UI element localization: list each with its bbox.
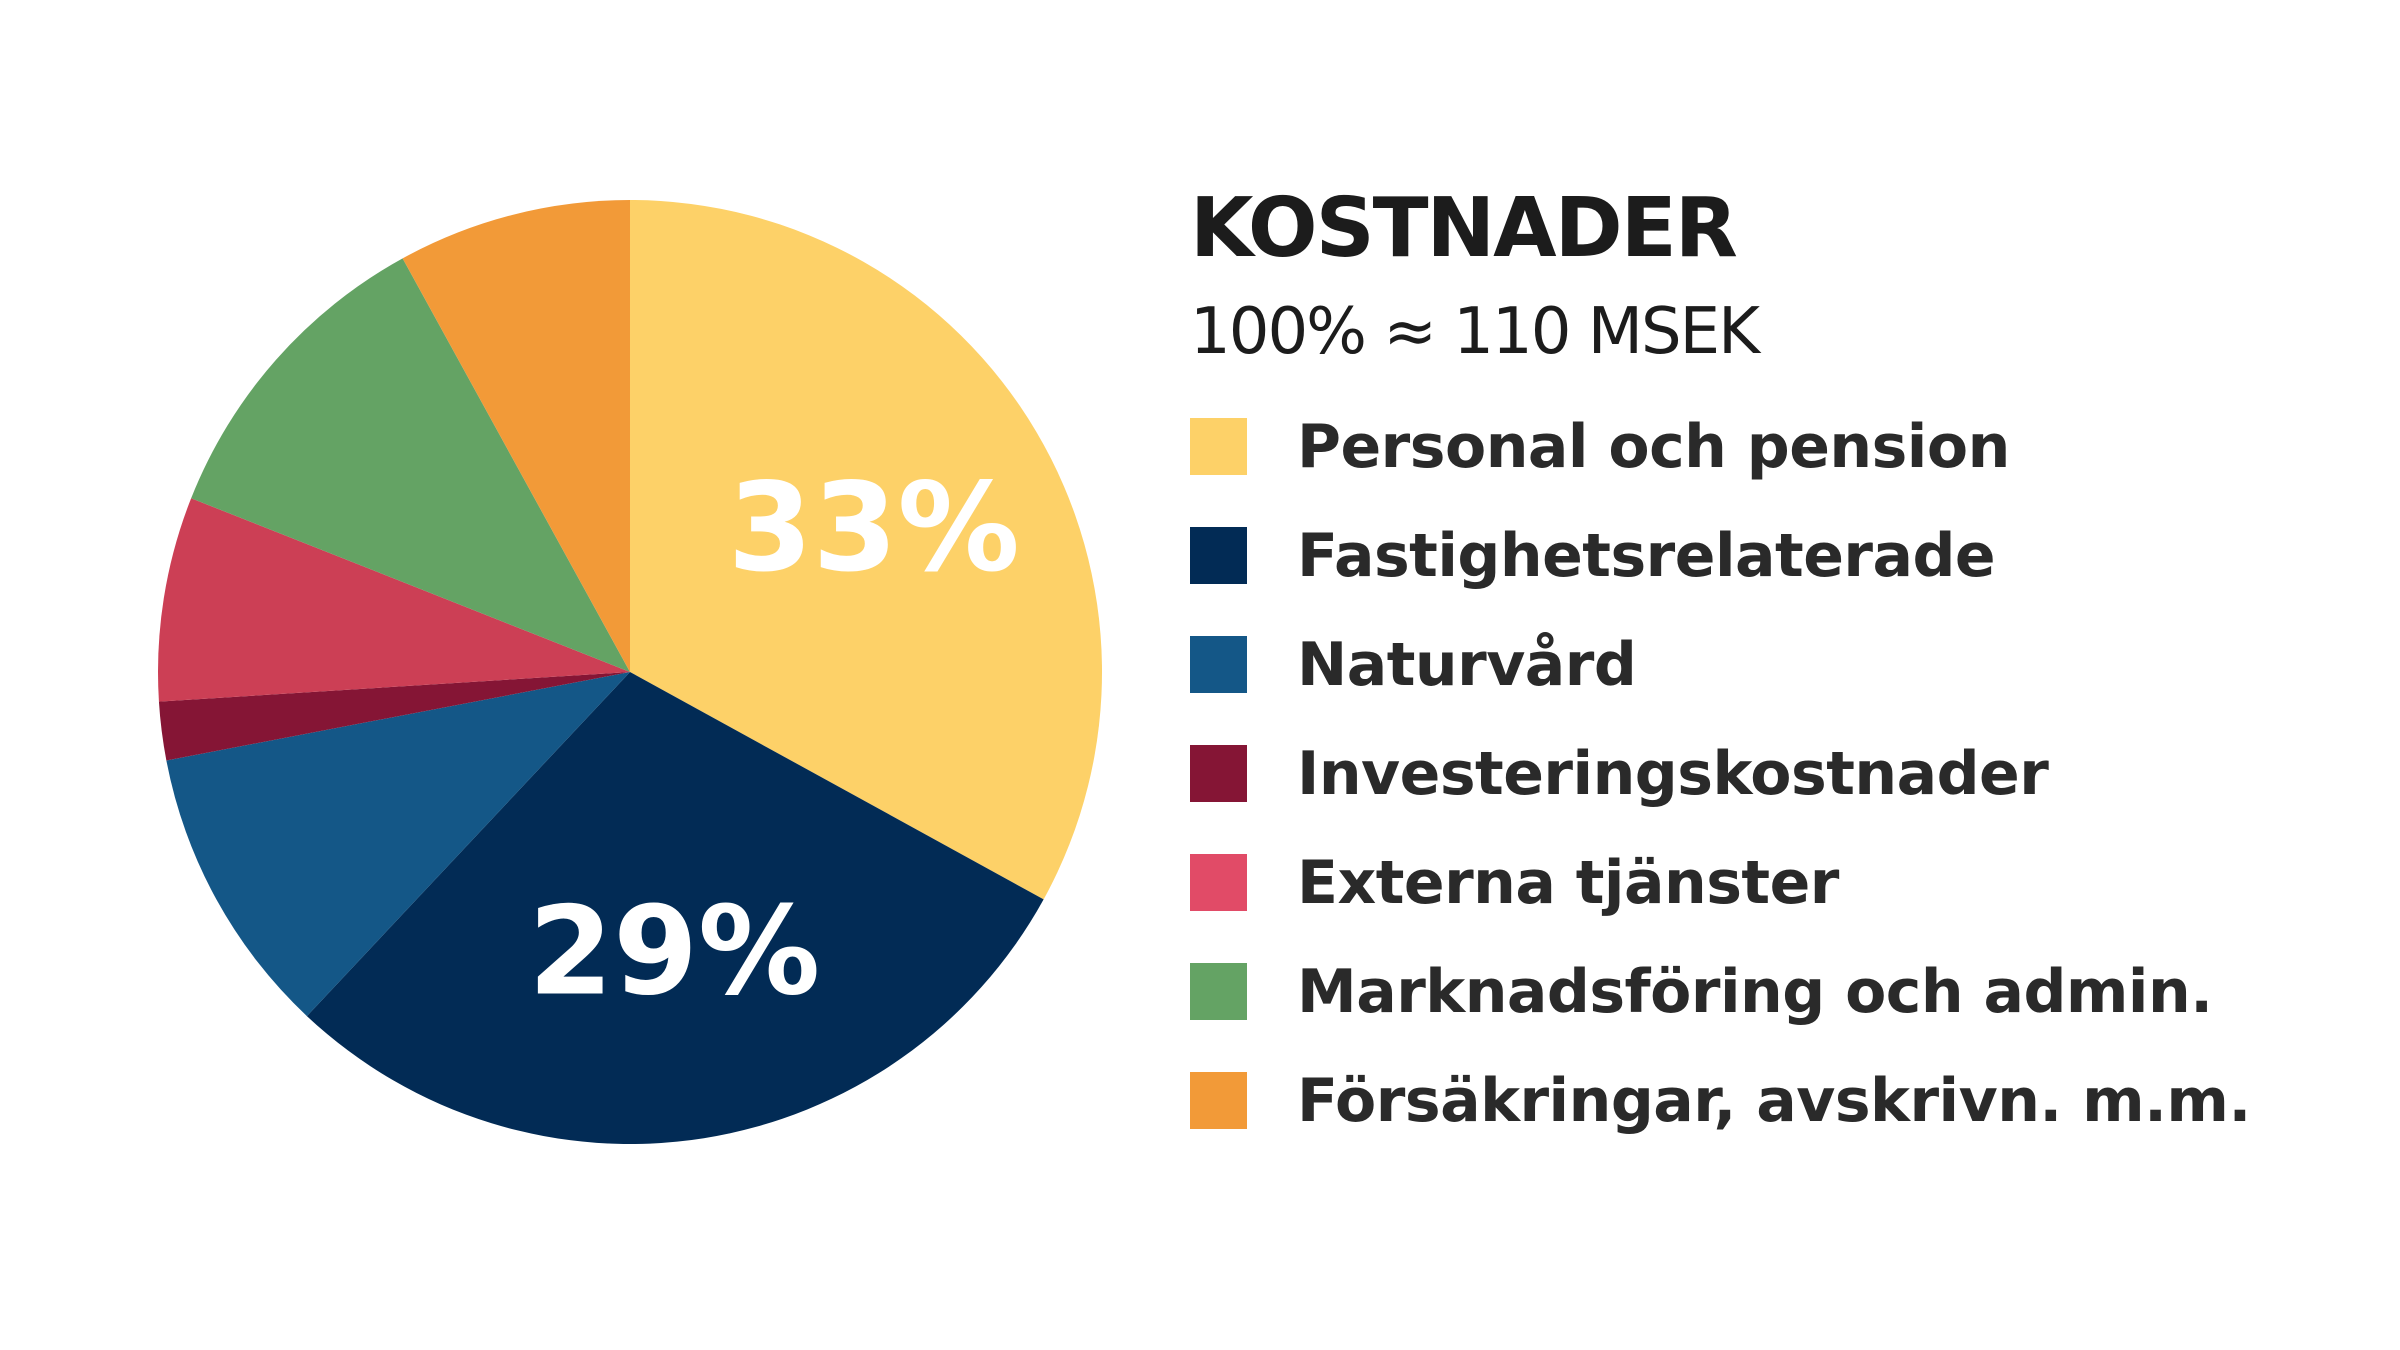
pie-slice-7 [402,200,630,672]
chart-title: KOSTNADER [1190,181,1738,276]
chart-subtitle: 100% ≈ 110 MSEK [1190,295,1760,369]
pie-slice-5 [157,498,631,702]
pie-chart: 33% 29% [157,200,1103,1145]
legend-label: Investeringskostnader [1297,738,2049,809]
legend-item: Försäkringar, avskrivn. m.m. [1190,1046,2380,1155]
legend-swatch [1190,636,1247,693]
legend-item: Naturvård [1190,610,2380,719]
legend-item: Personal och pension [1190,392,2380,501]
pie-data-labels: 33% 29% [528,457,1020,1023]
pie-slice-2 [306,672,1044,1145]
legend-label: Marknadsföring och admin. [1297,956,2213,1027]
pie-slice-1 [630,200,1103,900]
legend-label: Naturvård [1297,629,1637,700]
pie-slice-6 [191,258,630,672]
legend: Personal och pension Fastighetsrelaterad… [1190,392,2380,1155]
legend-swatch [1190,418,1247,475]
legend-item: Fastighetsrelaterade [1190,501,2380,610]
legend-swatch [1190,527,1247,584]
legend-item: Externa tjänster [1190,828,2380,937]
pie-slices [157,200,1103,1145]
legend-swatch [1190,745,1247,802]
legend-label: Försäkringar, avskrivn. m.m. [1297,1065,2251,1136]
legend-swatch [1190,854,1247,911]
legend-label: Externa tjänster [1297,847,1839,918]
pie-slice-4 [158,672,630,761]
legend-item: Investeringskostnader [1190,719,2380,828]
slice-data-label: 29% [528,881,820,1023]
legend-item: Marknadsföring och admin. [1190,937,2380,1046]
legend-panel: KOSTNADER 100% ≈ 110 MSEK Personal och p… [1190,188,2380,1155]
slice-data-label: 33% [728,457,1020,599]
pie-slice-3 [166,672,631,1017]
legend-swatch [1190,963,1247,1020]
legend-label: Fastighetsrelaterade [1297,520,1996,591]
legend-label: Personal och pension [1297,411,2010,482]
legend-swatch [1190,1072,1247,1129]
